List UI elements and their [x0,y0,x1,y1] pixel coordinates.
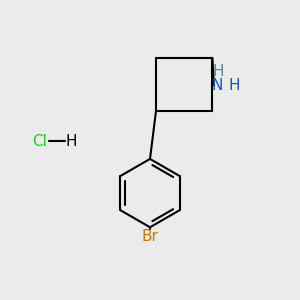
Text: H: H [228,78,240,93]
Text: Br: Br [142,229,158,244]
Text: N: N [211,78,223,93]
Text: H: H [65,134,77,148]
Text: H: H [213,64,224,79]
Text: Cl: Cl [33,134,47,148]
